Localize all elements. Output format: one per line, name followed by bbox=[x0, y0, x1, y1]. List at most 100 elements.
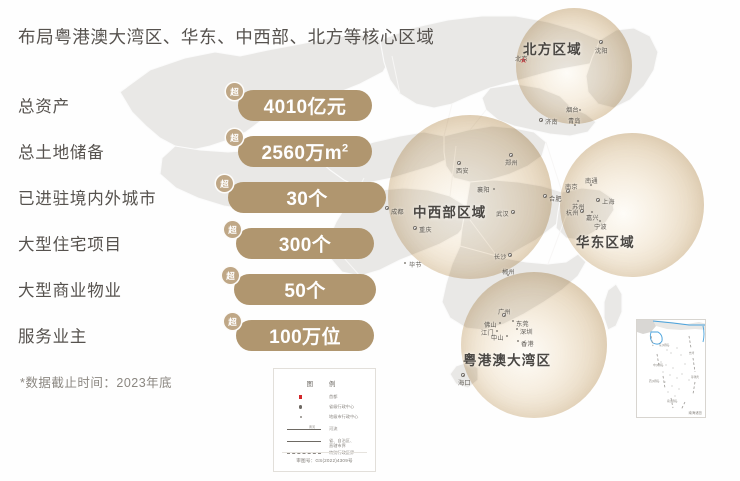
city-dot-icon bbox=[403, 261, 407, 265]
legend-row-label: 首都 bbox=[329, 393, 338, 399]
city-label: 上海 bbox=[602, 199, 615, 206]
city-dot-icon bbox=[516, 339, 520, 343]
city-label: 济南 bbox=[545, 119, 558, 126]
chao-badge: 超 bbox=[216, 175, 233, 192]
stat-row: 大型住宅项目 300个 超 bbox=[0, 221, 400, 260]
region-label-central-west: 中西部区域 bbox=[413, 205, 487, 220]
stat-value-pill[interactable]: 100万位 bbox=[236, 320, 374, 351]
province-capital-dot-icon bbox=[508, 253, 512, 257]
legend-row: 省级行政中心 bbox=[287, 403, 367, 412]
city-label: 南通 bbox=[585, 178, 598, 185]
south-china-sea-inset: 东沙群岛 中沙群岛 西沙群岛 南沙群岛 台湾 菲律宾 南海诸岛 bbox=[636, 319, 706, 418]
city-dot-icon bbox=[515, 327, 519, 331]
city-label: 毕节 bbox=[409, 262, 422, 269]
city-label: 青岛 bbox=[568, 118, 581, 125]
city-label: 北京 bbox=[515, 56, 528, 63]
province-capital-dot-icon bbox=[539, 118, 543, 122]
stat-label: 大型商业物业 bbox=[18, 282, 122, 300]
stat-value-pill[interactable]: 30个 bbox=[228, 182, 386, 213]
city-dot-icon bbox=[492, 187, 496, 191]
bubble-north bbox=[516, 8, 632, 124]
chao-badge: 超 bbox=[226, 83, 243, 100]
province-symbol-icon bbox=[287, 403, 321, 412]
city-label: 合肥 bbox=[549, 196, 562, 203]
city-dot-icon bbox=[505, 334, 509, 338]
chao-badge: 超 bbox=[224, 221, 241, 238]
svg-text:菲律宾: 菲律宾 bbox=[691, 375, 699, 379]
legend-row-label: 省、自治区、 直辖市界 bbox=[329, 437, 355, 448]
stat-value: 2560万m2 bbox=[261, 142, 349, 164]
stat-row: 已进驻境内外城市 30个 超 bbox=[0, 175, 400, 214]
region-label-greater-bay: 粤港澳大湾区 bbox=[463, 353, 552, 368]
city-label: 郴州 bbox=[502, 269, 515, 276]
stat-label: 总土地储备 bbox=[18, 144, 105, 162]
stat-row: 服务业主 100万位 超 bbox=[0, 313, 400, 352]
stat-label: 大型住宅项目 bbox=[18, 236, 122, 254]
province-capital-dot-icon bbox=[511, 210, 515, 214]
capital-symbol-icon bbox=[287, 393, 321, 402]
city-dot-icon bbox=[578, 108, 582, 112]
city-label: 西安 bbox=[456, 168, 469, 175]
province-border-symbol-icon bbox=[287, 437, 321, 446]
city-label: 郑州 bbox=[505, 160, 518, 167]
province-capital-dot-icon bbox=[580, 209, 584, 213]
city-label: 海口 bbox=[458, 380, 471, 387]
city-dot-icon bbox=[598, 219, 602, 223]
data-cutoff-note: *数据截止时间：2023年底 bbox=[20, 376, 173, 390]
stat-value: 300个 bbox=[278, 235, 332, 256]
city-label: 嘉兴 bbox=[586, 215, 599, 222]
province-capital-dot-icon bbox=[509, 153, 513, 157]
legend-row: 黄河 河流 bbox=[287, 425, 367, 434]
city-dot-icon bbox=[573, 123, 577, 127]
legend-row: 首都 bbox=[287, 393, 367, 402]
province-capital-dot-icon bbox=[385, 206, 389, 210]
legend-row: 特别行政区界 bbox=[287, 449, 367, 458]
stat-value: 4010亿元 bbox=[263, 97, 347, 118]
legend-row: 省、自治区、 直辖市界 bbox=[287, 437, 367, 448]
stat-value-pill[interactable]: 4010亿元 bbox=[238, 90, 372, 121]
province-capital-dot-icon bbox=[502, 313, 506, 317]
stat-value-pill[interactable]: 300个 bbox=[236, 228, 374, 259]
city-dot-icon bbox=[506, 273, 510, 277]
svg-text:台湾: 台湾 bbox=[689, 351, 695, 355]
stat-value-pill[interactable]: 50个 bbox=[234, 274, 376, 305]
legend-row: 地级市行政中心 bbox=[287, 413, 367, 422]
stat-value: 100万位 bbox=[269, 327, 341, 348]
bubble-greater-bay bbox=[461, 272, 607, 418]
stat-row: 大型商业物业 50个 超 bbox=[0, 267, 400, 306]
city-label: 香港 bbox=[521, 341, 534, 348]
province-capital-dot-icon bbox=[461, 373, 465, 377]
svg-text:南沙群岛: 南沙群岛 bbox=[667, 399, 678, 403]
city-label: 南京 bbox=[565, 184, 578, 191]
stat-label: 已进驻境内外城市 bbox=[18, 190, 157, 208]
stat-value: 30个 bbox=[286, 189, 328, 210]
city-label: 苏州 bbox=[572, 204, 585, 211]
legend-row-label: 地级市行政中心 bbox=[329, 413, 359, 419]
city-label: 广州 bbox=[498, 309, 511, 316]
chao-badge: 超 bbox=[224, 313, 241, 330]
city-label: 长沙 bbox=[494, 254, 507, 261]
inset-label: 南海诸岛 bbox=[687, 410, 703, 415]
svg-text:东沙群岛: 东沙群岛 bbox=[659, 343, 670, 347]
legend-approval-number: 审图号：GS(2022)4309号 bbox=[296, 458, 353, 463]
legend-title: 图 例 bbox=[306, 381, 343, 388]
city-label: 江门 bbox=[481, 330, 494, 337]
stat-label: 服务业主 bbox=[18, 328, 88, 346]
river-symbol-icon: 黄河 bbox=[287, 425, 321, 434]
map-legend: 图 例 首都省级行政中心 地级市行政中心黄河 河流省、自治区、 直辖市界 特别行政区界… bbox=[273, 368, 376, 472]
region-label-east: 华东区域 bbox=[576, 235, 635, 250]
city-label: 成都 bbox=[391, 209, 404, 216]
city-label: 东莞 bbox=[516, 321, 529, 328]
city-label: 深圳 bbox=[520, 329, 533, 336]
stat-value-pill[interactable]: 2560万m2 bbox=[238, 136, 372, 167]
city-dot-icon bbox=[498, 321, 502, 325]
city-symbol-icon bbox=[287, 413, 321, 422]
city-label: 烟台 bbox=[566, 107, 579, 114]
province-capital-dot-icon bbox=[457, 161, 461, 165]
region-label-north: 北方区域 bbox=[523, 42, 582, 57]
stat-row: 总土地储备 2560万m2 超 bbox=[0, 129, 400, 168]
chao-badge: 超 bbox=[222, 267, 239, 284]
legend-row-label: 省级行政中心 bbox=[329, 403, 355, 409]
sar-border-symbol-icon bbox=[287, 449, 321, 458]
